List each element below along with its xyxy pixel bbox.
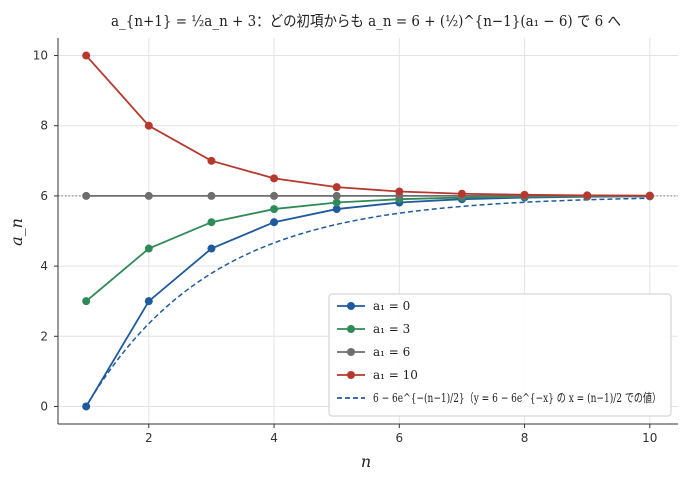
- data-point: [645, 191, 654, 200]
- data-point: [270, 191, 279, 200]
- data-point: [270, 205, 279, 214]
- x-tick-label: 8: [521, 431, 529, 445]
- y-tick-label: 6: [40, 189, 48, 203]
- data-point: [395, 187, 404, 196]
- y-tick-label: 4: [40, 259, 48, 273]
- data-point: [332, 191, 341, 200]
- series-line: [85, 195, 650, 302]
- legend: a₁ = 0 a₁ = 3 a₁ = 6 a₁ = 10 6 − 6e^{−(n−1)/…: [328, 293, 672, 417]
- x-tick-label: 4: [270, 431, 278, 445]
- legend-label: a₁ = 3: [373, 322, 410, 336]
- data-point: [332, 183, 341, 192]
- legend-marker: [347, 302, 355, 310]
- data-point: [82, 297, 91, 306]
- legend-label: a₁ = 6: [373, 345, 410, 359]
- data-point: [144, 244, 153, 253]
- data-point: [270, 218, 279, 227]
- legend-label: 6 − 6e^{−(n−1)/2}（y = 6 − 6e^{−x} の x = …: [373, 390, 661, 405]
- data-point: [270, 174, 279, 183]
- y-tick-label: 8: [40, 119, 48, 133]
- y-axis-label: a_n: [7, 218, 26, 246]
- legend-box: [328, 293, 672, 417]
- data-point: [144, 121, 153, 130]
- asymptotic-curve: [85, 197, 650, 407]
- y-tick-label: 2: [40, 329, 48, 343]
- data-point: [520, 190, 529, 199]
- series-group: [82, 51, 654, 411]
- data-point: [144, 191, 153, 200]
- legend-marker: [347, 371, 355, 379]
- legend-marker: [347, 348, 355, 356]
- data-point: [82, 402, 91, 411]
- y-tick-label: 10: [33, 49, 48, 63]
- data-point: [82, 51, 91, 60]
- legend-label: a₁ = 0: [373, 299, 410, 313]
- chart-title: a_{n+1} = ½a_n + 3：どの初項からも a_n = 6 + (½)…: [111, 12, 621, 30]
- x-tick-label: 10: [642, 431, 657, 445]
- data-point: [332, 198, 341, 207]
- data-point: [207, 191, 216, 200]
- curve-group: [85, 197, 650, 407]
- legend-marker: [347, 325, 355, 333]
- series-line: [85, 54, 650, 197]
- data-point: [457, 189, 466, 198]
- x-axis-label: n: [361, 452, 371, 471]
- ticks: 2 4 6 8 10 0 2 4 6 8 10: [33, 49, 658, 445]
- x-tick-label: 6: [395, 431, 403, 445]
- data-point: [144, 297, 153, 306]
- x-tick-label: 2: [145, 431, 153, 445]
- data-point: [207, 156, 216, 165]
- data-point: [82, 191, 91, 200]
- legend-label: a₁ = 10: [373, 368, 418, 382]
- data-point: [332, 205, 341, 214]
- data-point: [207, 218, 216, 227]
- y-tick-label: 0: [40, 399, 48, 413]
- data-point: [207, 244, 216, 253]
- axes: [57, 38, 678, 425]
- data-point: [583, 191, 592, 200]
